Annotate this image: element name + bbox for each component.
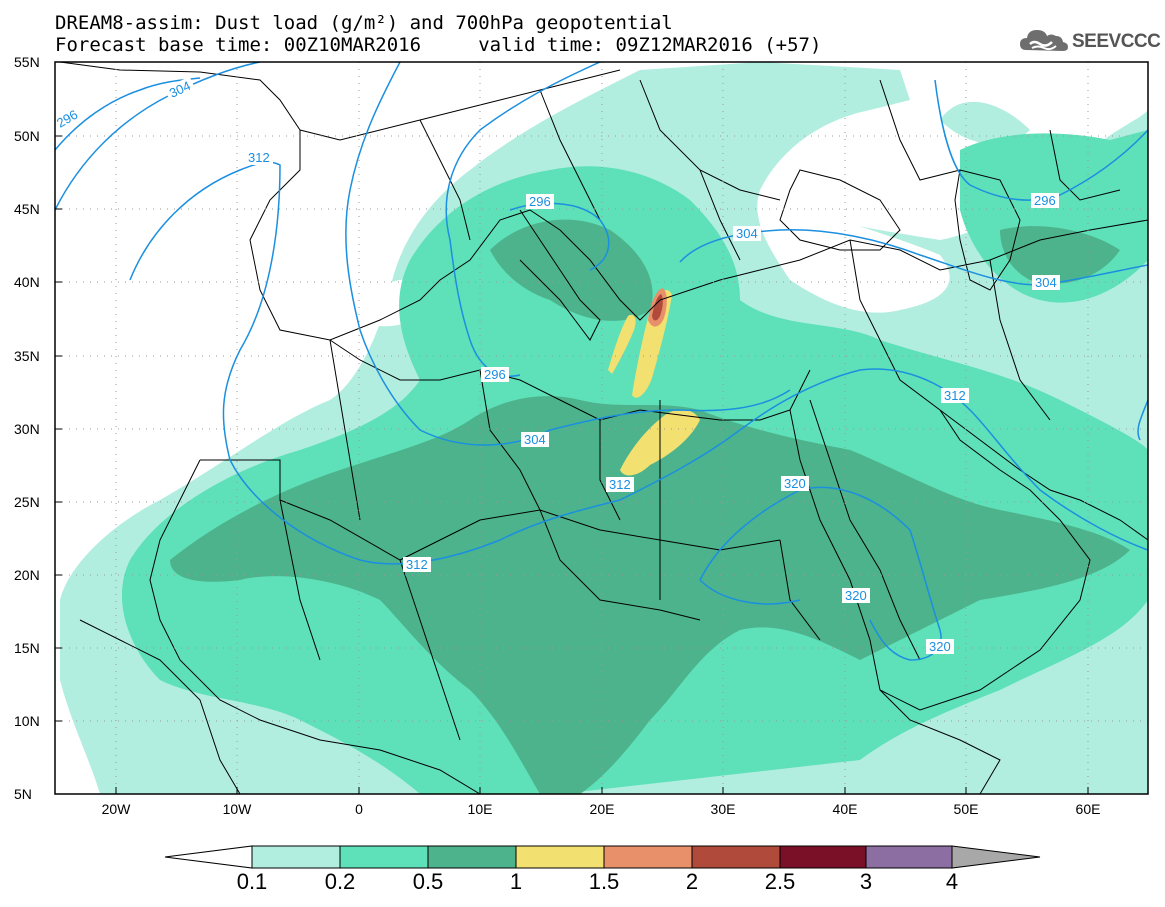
lon-label: 20W bbox=[101, 801, 131, 817]
contour-label: 320 bbox=[781, 476, 809, 491]
geopotential-contours bbox=[55, 62, 1148, 661]
contour-label: 312 bbox=[403, 557, 431, 572]
lat-label: 5N bbox=[14, 786, 32, 802]
map-subtitle: Forecast base time: 00Z10MAR2016 valid t… bbox=[55, 34, 822, 56]
coastlines bbox=[59, 62, 1148, 794]
contour-label: 320 bbox=[842, 588, 870, 603]
svg-text:320: 320 bbox=[845, 588, 867, 603]
contour-label: 296 bbox=[526, 194, 554, 209]
svg-text:304: 304 bbox=[736, 226, 758, 241]
lat-label: 35N bbox=[14, 348, 40, 364]
svg-text:296: 296 bbox=[484, 367, 506, 382]
colorbar-label: 0.2 bbox=[324, 869, 356, 894]
lat-label: 15N bbox=[14, 640, 40, 656]
lon-label: 0 bbox=[355, 801, 363, 817]
lat-label: 20N bbox=[14, 567, 40, 583]
lon-label: 10W bbox=[222, 801, 252, 817]
lat-label: 45N bbox=[14, 201, 40, 217]
contour-label: 304 bbox=[733, 226, 761, 241]
lat-label: 30N bbox=[14, 421, 40, 437]
seevccc-logo: SEEVCCC bbox=[1018, 24, 1161, 58]
svg-text:296: 296 bbox=[529, 194, 551, 209]
svg-text:296: 296 bbox=[1034, 193, 1056, 208]
contour-label: 296 bbox=[1031, 193, 1059, 208]
lat-label: 55N bbox=[14, 54, 40, 70]
lon-label: 30E bbox=[710, 801, 736, 817]
svg-text:320: 320 bbox=[929, 639, 951, 654]
dust-band-1.5 bbox=[648, 288, 667, 327]
svg-text:312: 312 bbox=[944, 388, 966, 403]
map-title: DREAM8-assim: Dust load (g/m²) and 700hP… bbox=[55, 12, 673, 34]
svg-text:312: 312 bbox=[609, 477, 631, 492]
lon-label: 60E bbox=[1075, 801, 1101, 817]
contour-label: 312 bbox=[941, 388, 969, 403]
contour-label: 320 bbox=[926, 639, 954, 654]
colorbar-label: 0.1 bbox=[236, 869, 268, 894]
colorbar-label: 1.5 bbox=[588, 869, 620, 894]
lat-label: 10N bbox=[14, 713, 40, 729]
colorbar-label: 1 bbox=[509, 869, 523, 894]
contour-label: 296 bbox=[481, 367, 509, 382]
contour-labels: 296 304 312 296 304 296 296 304 312 312 … bbox=[55, 76, 1060, 654]
contour-label: 304 bbox=[1032, 275, 1060, 290]
logo-text: SEEVCCC bbox=[1072, 31, 1161, 52]
svg-text:312: 312 bbox=[406, 557, 428, 572]
lon-label: 10E bbox=[467, 801, 493, 817]
contour-label: 312 bbox=[606, 477, 634, 492]
colorbar-label: 0.5 bbox=[412, 869, 444, 894]
cloud-icon bbox=[1020, 30, 1068, 51]
lon-label: 40E bbox=[832, 801, 858, 817]
contour-label: 312 bbox=[245, 150, 273, 165]
lat-label: 25N bbox=[14, 494, 40, 510]
colorbar-label: 2 bbox=[685, 869, 699, 894]
colorbar-label: 2.5 bbox=[764, 869, 796, 894]
svg-text:320: 320 bbox=[784, 476, 806, 491]
dust-band-0.5 bbox=[170, 219, 1130, 794]
lon-label: 20E bbox=[589, 801, 615, 817]
svg-text:304: 304 bbox=[524, 432, 546, 447]
contour-label: 304 bbox=[521, 432, 549, 447]
colorbar-label: 4 bbox=[945, 869, 959, 894]
lat-label: 40N bbox=[14, 274, 40, 290]
svg-text:304: 304 bbox=[1035, 275, 1057, 290]
axis-ticks bbox=[55, 61, 1089, 794]
lat-label: 50N bbox=[14, 128, 40, 144]
colorbar-label: 3 bbox=[859, 869, 873, 894]
graticule bbox=[55, 62, 1148, 794]
svg-text:312: 312 bbox=[248, 150, 270, 165]
lon-label: 50E bbox=[953, 801, 979, 817]
